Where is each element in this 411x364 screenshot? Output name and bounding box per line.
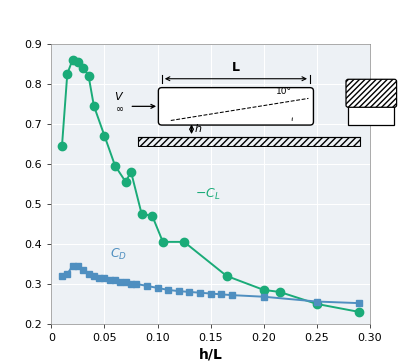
Text: 10°: 10°: [276, 87, 292, 96]
Text: $C_D$: $C_D$: [110, 247, 127, 262]
Text: L: L: [232, 61, 240, 74]
Bar: [138, 136, 360, 146]
FancyBboxPatch shape: [158, 88, 314, 125]
Text: $-C_L$: $-C_L$: [195, 187, 220, 202]
Text: h: h: [195, 124, 202, 134]
Text: $V$: $V$: [114, 90, 124, 102]
Text: $\infty$: $\infty$: [115, 103, 124, 113]
Bar: [349, 105, 394, 124]
X-axis label: h/L: h/L: [199, 347, 223, 361]
FancyBboxPatch shape: [346, 79, 397, 107]
